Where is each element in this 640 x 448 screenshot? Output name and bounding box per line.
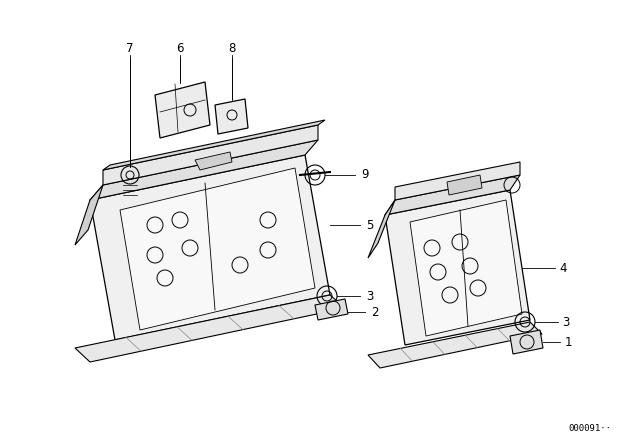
Polygon shape bbox=[103, 125, 318, 185]
Text: 4: 4 bbox=[559, 262, 567, 275]
Text: 000091··: 000091·· bbox=[568, 423, 611, 432]
Polygon shape bbox=[385, 190, 530, 345]
Polygon shape bbox=[90, 140, 318, 200]
Text: 3: 3 bbox=[366, 289, 374, 302]
Polygon shape bbox=[103, 120, 325, 170]
Polygon shape bbox=[410, 200, 522, 336]
Polygon shape bbox=[215, 99, 248, 134]
Polygon shape bbox=[447, 175, 482, 195]
Text: 9: 9 bbox=[361, 168, 369, 181]
Polygon shape bbox=[195, 152, 232, 170]
Polygon shape bbox=[75, 185, 103, 245]
Text: 8: 8 bbox=[228, 42, 236, 55]
Text: 2: 2 bbox=[371, 306, 379, 319]
Polygon shape bbox=[90, 155, 330, 340]
Polygon shape bbox=[75, 295, 345, 362]
Polygon shape bbox=[510, 330, 543, 354]
Polygon shape bbox=[155, 82, 210, 138]
Text: 3: 3 bbox=[563, 315, 570, 328]
Text: 7: 7 bbox=[126, 42, 134, 55]
Polygon shape bbox=[395, 162, 520, 200]
Text: 6: 6 bbox=[176, 42, 184, 55]
Text: 5: 5 bbox=[366, 219, 374, 232]
Polygon shape bbox=[368, 322, 542, 368]
Polygon shape bbox=[385, 175, 520, 215]
Text: 1: 1 bbox=[564, 336, 572, 349]
Polygon shape bbox=[120, 168, 315, 330]
Polygon shape bbox=[315, 299, 348, 320]
Polygon shape bbox=[368, 200, 395, 258]
